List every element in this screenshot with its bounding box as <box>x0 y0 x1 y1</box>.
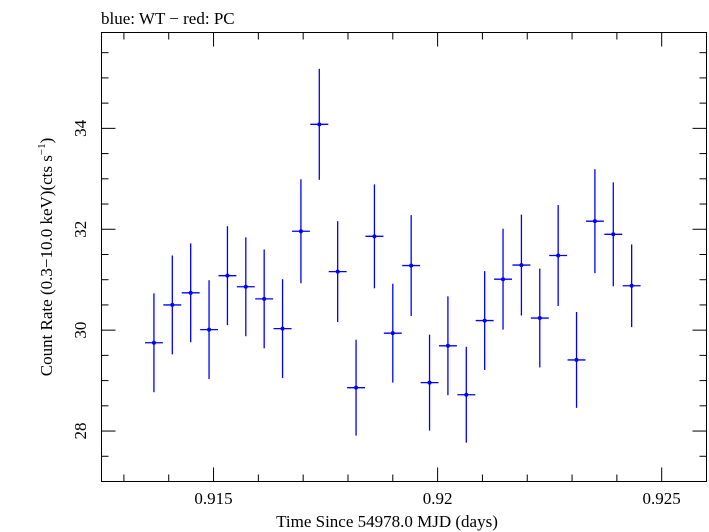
point-marker <box>501 277 506 282</box>
point-marker <box>188 290 193 295</box>
y-tick-label: 32 <box>71 221 90 238</box>
x-tick-label: 0.92 <box>423 489 453 508</box>
point-marker <box>170 302 175 307</box>
data-point <box>585 169 604 274</box>
point-marker <box>556 253 561 258</box>
chart-title: blue: WT − red: PC <box>101 9 235 28</box>
point-marker <box>262 296 267 301</box>
data-point <box>365 184 384 289</box>
data-point <box>218 226 237 326</box>
point-marker <box>317 122 322 127</box>
point-marker <box>629 283 634 288</box>
data-point <box>273 279 292 379</box>
y-axis: 28 30 32 34 <box>71 52 707 482</box>
data-point <box>291 179 310 284</box>
data-point <box>236 237 255 337</box>
data-series <box>144 68 641 443</box>
data-point <box>402 215 421 317</box>
point-marker <box>611 232 616 237</box>
point-marker <box>354 385 359 390</box>
data-point <box>420 334 439 431</box>
point-marker <box>427 380 432 385</box>
data-point <box>604 182 623 287</box>
point-marker <box>445 343 450 348</box>
x-axis-label: Time Since 54978.0 MJD (days) <box>276 512 498 531</box>
data-point <box>328 221 347 323</box>
point-marker <box>482 318 487 323</box>
data-point <box>475 271 494 371</box>
data-point <box>549 205 568 306</box>
point-marker <box>574 357 579 362</box>
y-axis-label-close: ) <box>37 138 56 144</box>
data-point <box>494 228 513 330</box>
point-marker <box>225 273 230 278</box>
data-point <box>567 311 586 408</box>
point-marker <box>243 284 248 289</box>
data-point <box>438 296 457 396</box>
point-marker <box>151 340 156 345</box>
point-marker <box>280 326 285 331</box>
point-marker <box>592 219 597 224</box>
point-marker <box>372 234 377 239</box>
point-marker <box>537 316 542 321</box>
y-tick-label: 30 <box>71 322 90 339</box>
x-axis: 0.915 0.92 0.925 <box>123 32 707 508</box>
point-marker <box>298 229 303 234</box>
data-point <box>144 293 163 393</box>
data-point <box>163 255 182 355</box>
data-point <box>457 346 476 443</box>
x-tick-label: 0.915 <box>194 489 232 508</box>
data-point <box>383 283 402 383</box>
y-tick-label: 28 <box>71 423 90 440</box>
plot-frame <box>101 32 707 482</box>
data-point <box>347 339 366 436</box>
point-marker <box>390 331 395 336</box>
data-point <box>310 68 329 180</box>
x-tick-label: 0.925 <box>643 489 681 508</box>
data-point <box>181 243 200 343</box>
y-tick-label: 34 <box>71 119 90 137</box>
point-marker <box>207 327 212 332</box>
point-marker <box>335 269 340 274</box>
y-axis-label-main: Count Rate (0.3−10.0 keV)(cts s <box>37 155 56 376</box>
data-point <box>622 244 641 328</box>
y-axis-label: Count Rate (0.3−10.0 keV)(cts s−1) <box>36 138 56 377</box>
point-marker <box>409 263 414 268</box>
data-point <box>512 214 531 316</box>
y-axis-label-superscript: −1 <box>36 143 48 155</box>
point-marker <box>519 263 524 268</box>
data-point <box>200 280 219 380</box>
data-point <box>530 268 549 368</box>
point-marker <box>464 392 469 397</box>
data-point <box>255 249 274 349</box>
